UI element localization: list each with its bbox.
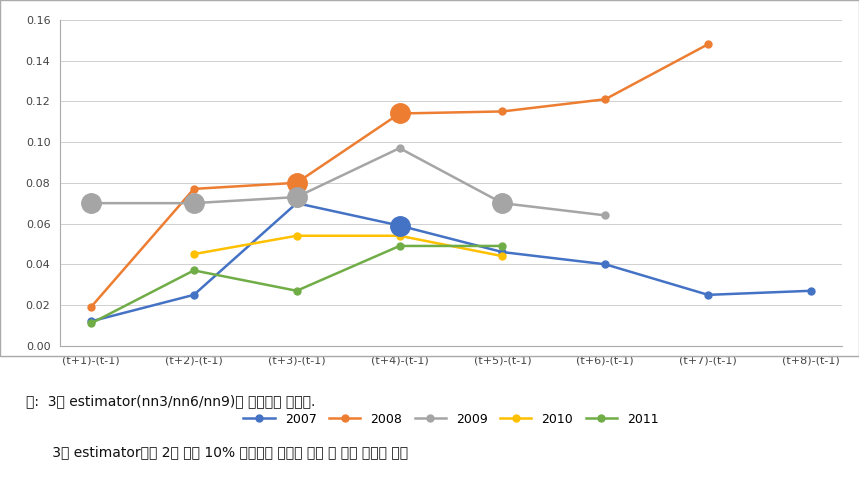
2010 <box>394 233 405 239</box>
2011 <box>189 267 199 273</box>
2007 <box>189 292 199 298</box>
Line: 2010: 2010 <box>191 232 506 260</box>
2010 <box>189 251 199 257</box>
Line: 2011: 2011 <box>88 243 506 327</box>
2007 <box>291 200 302 206</box>
2008 <box>86 304 96 310</box>
2009 <box>291 194 302 200</box>
2009 <box>600 212 611 218</box>
2007 <box>806 288 816 294</box>
2011 <box>394 243 405 249</box>
2010 <box>291 233 302 239</box>
2009 <box>189 200 199 206</box>
2009 <box>394 145 405 151</box>
Line: 2007: 2007 <box>88 200 814 325</box>
2007 <box>703 292 713 298</box>
2008 <box>189 186 199 192</box>
Line: 2009: 2009 <box>88 145 609 219</box>
Text: 3개 estimator에서 2개 이상 10% 수준에서 유의할 경우 큰 원형 점으로 표시: 3개 estimator에서 2개 이상 10% 수준에서 유의할 경우 큰 원… <box>26 446 408 459</box>
2009 <box>86 200 96 206</box>
2011 <box>497 243 508 249</box>
2011 <box>291 288 302 294</box>
2008 <box>394 111 405 117</box>
Line: 2008: 2008 <box>88 41 711 311</box>
2007 <box>86 319 96 325</box>
2009 <box>497 200 508 206</box>
2008 <box>497 109 508 115</box>
2008 <box>291 180 302 186</box>
2008 <box>600 96 611 102</box>
2007 <box>497 249 508 255</box>
2010 <box>497 253 508 259</box>
Legend: 2007, 2008, 2009, 2010, 2011: 2007, 2008, 2009, 2010, 2011 <box>239 408 663 431</box>
2008 <box>703 41 713 47</box>
Text: 주:  3개 estimator(nn3/nn6/nn9)의 평균치를 나타냄.: 주: 3개 estimator(nn3/nn6/nn9)의 평균치를 나타냄. <box>26 394 315 409</box>
2007 <box>394 223 405 229</box>
2007 <box>600 261 611 267</box>
2011 <box>86 321 96 327</box>
